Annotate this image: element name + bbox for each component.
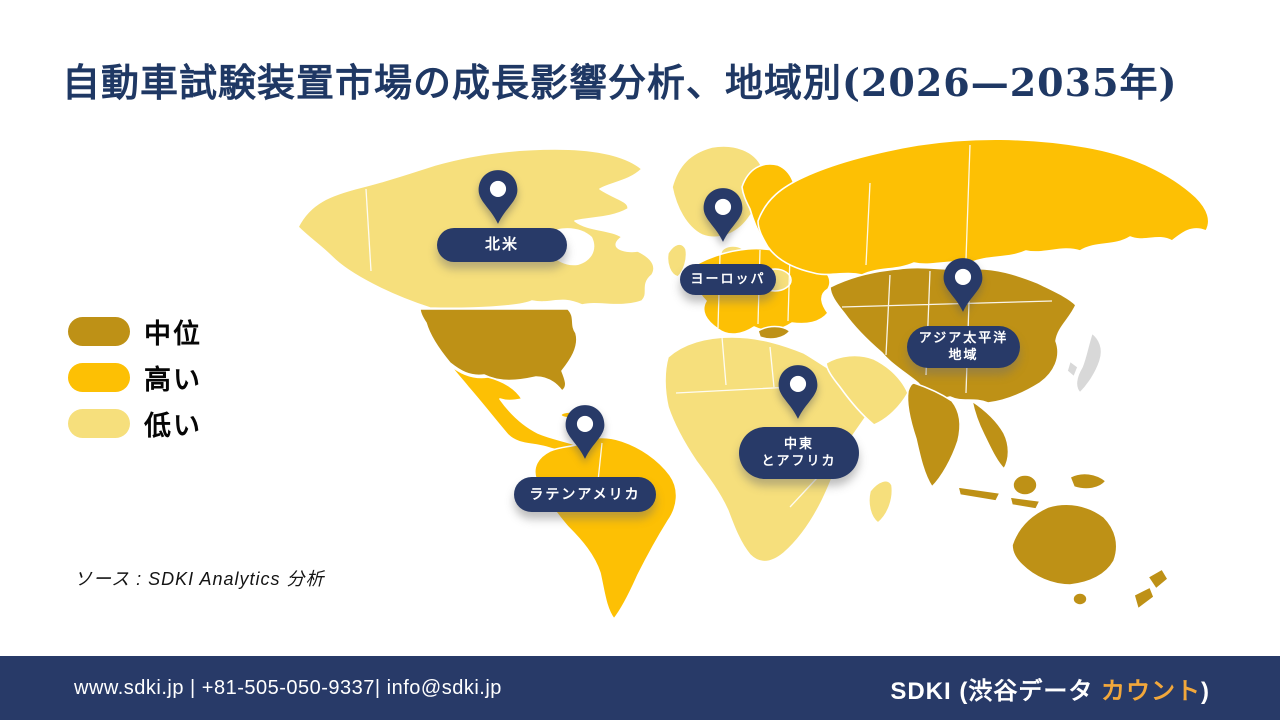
landmass-indochina [971,400,1010,470]
russia-borders [865,144,971,266]
landmass-new-guinea [1069,472,1107,490]
landmass-mexico-central-america [449,364,577,452]
landmass-australia [1011,503,1118,586]
footer-bar: www.sdki.jp | +81-505-050-9337| info@sdk… [0,656,1280,720]
legend-label-low: 低い [144,411,202,441]
canada-border [365,188,372,272]
footer-contact: www.sdki.jp | +81-505-050-9337| info@sdk… [74,676,502,699]
landmass-usa [419,308,578,392]
map-pin-icon-europe [701,187,745,243]
map-pin-icon-latin-america [563,404,607,460]
region-label-europe: ヨーロッパ [680,264,776,295]
footer-brand-accent: カウント [1101,677,1201,705]
landmass-south-america [534,436,678,620]
legend-swatch-high [68,363,130,392]
region-label-middle-east-africa: 中東 とアフリカ [739,427,859,479]
legend: 中位 高い 低い [68,317,202,441]
landmass-madagascar [868,479,894,524]
map-pin-icon-asia-pacific [941,257,985,313]
footer-brand-suffix: ) [1201,677,1210,705]
source-note: ソース : SDKI Analytics 分析 [74,569,325,589]
map-pin-icon-middle-east-africa [776,364,820,420]
africa-borders [675,336,831,508]
legend-item-medium: 中位 [68,317,202,349]
legend-item-high: 高い [68,363,202,395]
region-label-asia-pacific: アジア太平洋 地域 [907,326,1020,368]
world-map: 北米 ヨーロッパ アジア太平洋 地域 中東 とアフリカ ラテンアメリカ [270,125,1270,656]
landmass-russia [757,138,1210,276]
landmass-arabia [825,354,909,426]
landmass-indonesia [957,486,1041,510]
landmass-tasmania [1072,592,1088,606]
landmass-japan [1075,332,1103,394]
landmass-new-zealand [1133,568,1169,610]
landmass-uk [666,243,688,278]
landmass-turkey [757,325,791,340]
region-label-north-america: 北米 [437,228,567,262]
footer-brand-prefix: SDKI (渋谷データ [890,677,1101,705]
world-map-svg [297,138,1210,620]
legend-swatch-low [68,409,130,438]
legend-label-medium: 中位 [144,319,202,349]
landmass-borneo [1012,474,1038,496]
legend-item-low: 低い [68,409,202,441]
page-title: 自動車試験装置市場の成長影響分析、地域別(2026—2035年) [62,60,1178,105]
region-label-latin-america: ラテンアメリカ [514,477,656,512]
landmass-korea [1066,360,1079,378]
asia-borders [841,270,1053,394]
legend-label-high: 高い [144,365,202,395]
footer-brand: SDKI (渋谷データ カウント) [890,671,1210,706]
legend-swatch-medium [68,317,130,346]
landmass-india [906,382,961,488]
map-pin-icon-north-america [476,169,520,225]
